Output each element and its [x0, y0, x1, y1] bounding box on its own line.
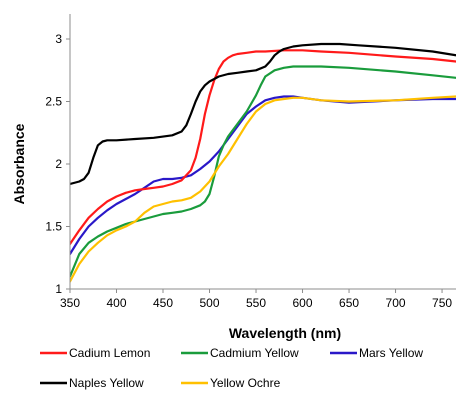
- x-tick-label: 650: [339, 296, 359, 310]
- x-tick-label: 600: [293, 296, 313, 310]
- x-tick-label: 400: [106, 296, 126, 310]
- x-axis-ticks: 350 400 450 500 550 600 650 700 750: [60, 289, 452, 310]
- legend-label-yellow-ochre: Yellow Ochre: [210, 376, 281, 390]
- y-tick-label: 3: [55, 32, 62, 46]
- y-tick-label: 2.5: [45, 95, 62, 109]
- x-tick-label: 700: [386, 296, 406, 310]
- series-line-cadium-lemon: [70, 49, 456, 246]
- x-tick-label: 450: [153, 296, 173, 310]
- x-tick-label: 550: [246, 296, 266, 310]
- x-tick-label: 350: [60, 296, 80, 310]
- x-axis-title: Wavelength (nm): [229, 325, 341, 341]
- legend: Cadium Lemon Cadmium Yellow Mars Yellow Nap…: [40, 346, 423, 390]
- series-line-yellow-ochre: [70, 95, 456, 283]
- y-tick-label: 1.5: [45, 220, 62, 234]
- y-tick-label: 2: [55, 157, 62, 171]
- x-tick-label: 750: [432, 296, 452, 310]
- series-layer: [70, 42, 456, 283]
- series-line-naples-yellow: [70, 42, 456, 186]
- y-axis-ticks: 1 1.5 2 2.5 3: [45, 32, 70, 296]
- series-line-cadmium-yellow: [70, 65, 456, 278]
- y-tick-label: 1: [55, 282, 62, 296]
- legend-label-mars-yellow: Mars Yellow: [359, 346, 423, 360]
- x-tick-label: 500: [200, 296, 220, 310]
- legend-label-cadmium-yellow: Cadmium Yellow: [210, 346, 299, 360]
- y-axis-title: Absorbance: [11, 123, 27, 204]
- legend-label-naples-yellow: Naples Yellow: [69, 376, 144, 390]
- legend-label-cadium-lemon: Cadium Lemon: [69, 346, 150, 360]
